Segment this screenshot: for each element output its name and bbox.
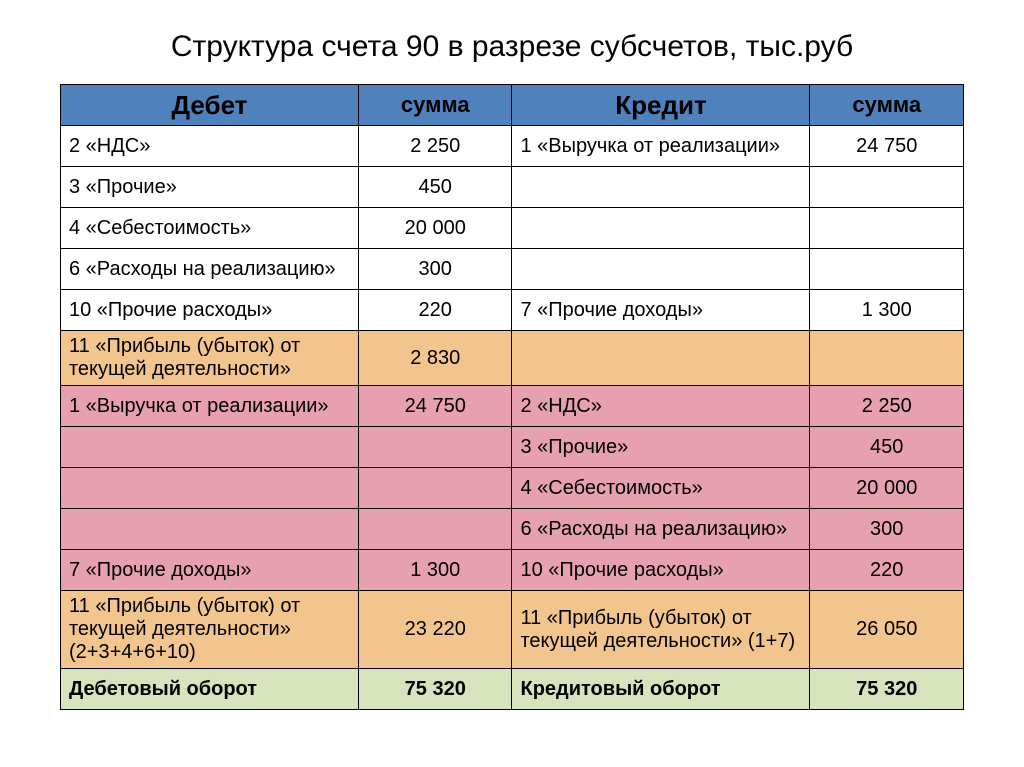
- row-amount: 1 300: [358, 550, 512, 591]
- row-amount: 300: [358, 249, 512, 290]
- row-amount: 75 320: [810, 669, 964, 710]
- table-row: 11 «Прибыль (убыток) от текущей деятельн…: [61, 591, 964, 669]
- row-label: [512, 167, 810, 208]
- table-row: 3 «Прочие»450: [61, 427, 964, 468]
- row-label: 7 «Прочие доходы»: [61, 550, 359, 591]
- table-row: 3 «Прочие»450: [61, 167, 964, 208]
- row-amount: 24 750: [810, 126, 964, 167]
- row-amount: 20 000: [810, 468, 964, 509]
- table-row: 7 «Прочие доходы»1 30010 «Прочие расходы…: [61, 550, 964, 591]
- row-label: 7 «Прочие доходы»: [512, 290, 810, 331]
- row-amount: 75 320: [358, 669, 512, 710]
- row-label: 10 «Прочие расходы»: [61, 290, 359, 331]
- table-row: 11 «Прибыль (убыток) от текущей деятельн…: [61, 331, 964, 386]
- row-amount: [358, 468, 512, 509]
- row-label: [61, 509, 359, 550]
- row-label: 3 «Прочие»: [512, 427, 810, 468]
- row-label: Дебетовый оборот: [61, 669, 359, 710]
- table-row: 6 «Расходы на реализацию»300: [61, 509, 964, 550]
- row-amount: 23 220: [358, 591, 512, 669]
- table-row: 6 «Расходы на реализацию»300: [61, 249, 964, 290]
- table-row: Дебетовый оборот75 320Кредитовый оборот7…: [61, 669, 964, 710]
- header-debit: Дебет: [61, 85, 359, 126]
- row-label: 2 «НДС»: [61, 126, 359, 167]
- row-amount: [358, 509, 512, 550]
- account-table: Дебет сумма Кредит сумма 2 «НДС»2 2501 «…: [60, 84, 964, 710]
- row-amount: 450: [358, 167, 512, 208]
- row-amount: 20 000: [358, 208, 512, 249]
- row-label: 2 «НДС»: [512, 386, 810, 427]
- slide-container: Структура счета 90 в разрезе субсчетов, …: [0, 0, 1024, 730]
- row-label: [61, 468, 359, 509]
- row-label: 10 «Прочие расходы»: [512, 550, 810, 591]
- table-row: 2 «НДС»2 2501 «Выручка от реализации»24 …: [61, 126, 964, 167]
- header-credit: Кредит: [512, 85, 810, 126]
- page-title: Структура счета 90 в разрезе субсчетов, …: [60, 30, 964, 64]
- row-amount: 2 830: [358, 331, 512, 386]
- row-amount: 450: [810, 427, 964, 468]
- row-label: 6 «Расходы на реализацию»: [61, 249, 359, 290]
- row-amount: 24 750: [358, 386, 512, 427]
- row-amount: [358, 427, 512, 468]
- table-row: 4 «Себестоимость»20 000: [61, 468, 964, 509]
- row-label: 4 «Себестоимость»: [512, 468, 810, 509]
- row-label: 11 «Прибыль (убыток) от текущей деятельн…: [61, 331, 359, 386]
- row-amount: 26 050: [810, 591, 964, 669]
- row-label: 11 «Прибыль (убыток) от текущей деятельн…: [512, 591, 810, 669]
- row-amount: 1 300: [810, 290, 964, 331]
- row-amount: [810, 167, 964, 208]
- row-label: 1 «Выручка от реализации»: [512, 126, 810, 167]
- table-row: 10 «Прочие расходы»2207 «Прочие доходы»1…: [61, 290, 964, 331]
- row-label: 6 «Расходы на реализацию»: [512, 509, 810, 550]
- row-label: 1 «Выручка от реализации»: [61, 386, 359, 427]
- row-amount: 2 250: [358, 126, 512, 167]
- row-label: Кредитовый оборот: [512, 669, 810, 710]
- row-label: [512, 249, 810, 290]
- table-row: 1 «Выручка от реализации»24 7502 «НДС»2 …: [61, 386, 964, 427]
- row-label: [512, 208, 810, 249]
- header-debit-sum: сумма: [358, 85, 512, 126]
- row-amount: [810, 249, 964, 290]
- row-amount: 220: [810, 550, 964, 591]
- header-credit-sum: сумма: [810, 85, 964, 126]
- row-amount: 220: [358, 290, 512, 331]
- row-label: 4 «Себестоимость»: [61, 208, 359, 249]
- table-row: 4 «Себестоимость»20 000: [61, 208, 964, 249]
- row-label: [512, 331, 810, 386]
- table-header-row: Дебет сумма Кредит сумма: [61, 85, 964, 126]
- row-amount: [810, 208, 964, 249]
- row-label: 3 «Прочие»: [61, 167, 359, 208]
- row-label: 11 «Прибыль (убыток) от текущей деятельн…: [61, 591, 359, 669]
- row-label: [61, 427, 359, 468]
- row-amount: [810, 331, 964, 386]
- row-amount: 2 250: [810, 386, 964, 427]
- row-amount: 300: [810, 509, 964, 550]
